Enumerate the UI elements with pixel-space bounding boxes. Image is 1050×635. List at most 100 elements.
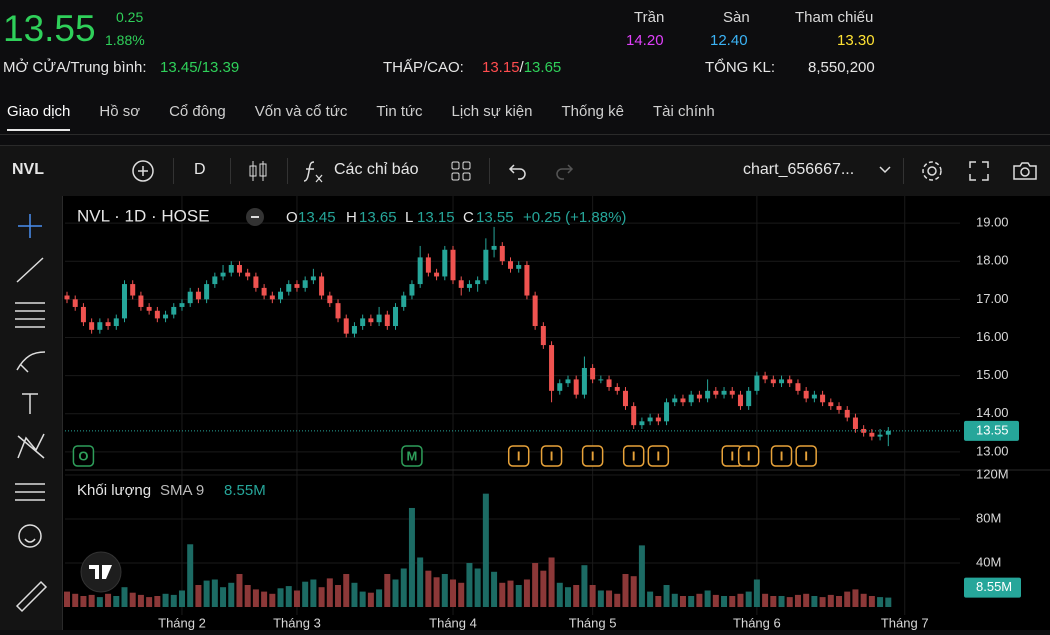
x-tick-label: Tháng 4	[429, 615, 477, 630]
change: 0.25	[116, 9, 144, 25]
event-label: I	[747, 448, 751, 463]
candle-body	[171, 306, 177, 315]
tab[interactable]: Tài chính	[653, 103, 715, 120]
emoji-tool[interactable]	[18, 524, 42, 548]
line-tool[interactable]	[16, 257, 44, 283]
low-high-label: THẤP/CAO:	[383, 59, 464, 76]
tab[interactable]: Tin tức	[376, 103, 423, 120]
candle-body	[343, 318, 349, 334]
tab[interactable]: Cổ đông	[169, 103, 226, 120]
volume-bar	[88, 594, 95, 607]
candle-body	[425, 257, 431, 273]
interval[interactable]: D	[194, 161, 206, 178]
tab[interactable]: Giao dịch	[7, 103, 71, 131]
volume-bar	[499, 582, 506, 607]
candle-body	[335, 303, 341, 319]
volume-bar	[187, 544, 194, 607]
redo-icon[interactable]	[552, 159, 576, 183]
undo-icon[interactable]	[506, 159, 530, 183]
volume-bar	[515, 584, 522, 607]
screenshot-icon[interactable]	[1010, 157, 1040, 185]
volume-bar	[737, 593, 744, 607]
volume-bar	[614, 593, 621, 607]
volume-bar	[548, 557, 555, 607]
volume-bar	[729, 595, 736, 607]
candle-icon[interactable]	[246, 158, 270, 184]
volume-bar	[170, 594, 177, 607]
volume-bar	[803, 593, 810, 607]
fullscreen-icon[interactable]	[966, 158, 992, 184]
volume-bar	[326, 578, 333, 607]
candle-body	[450, 249, 456, 281]
volume-bar	[252, 589, 259, 607]
volume-bar	[458, 582, 465, 607]
volume-bar	[220, 587, 227, 607]
volume-bar	[137, 594, 144, 607]
total-volume-label: TỔNG KL:	[705, 59, 776, 76]
pattern-tool[interactable]	[17, 433, 45, 459]
indicators[interactable]: Các chỉ báo	[334, 161, 419, 178]
event-marker	[72, 445, 95, 467]
volume-bar	[597, 590, 604, 607]
volume-bar	[195, 584, 202, 607]
volume-bar	[647, 591, 654, 607]
price: 13.55	[3, 8, 96, 49]
volume-bar	[96, 597, 103, 607]
ruler-tool[interactable]	[15, 580, 48, 613]
candle-body	[368, 318, 374, 323]
volume-bar	[129, 592, 136, 607]
volume-bar	[211, 579, 218, 607]
candle-body	[828, 402, 834, 407]
candle-body	[573, 379, 579, 395]
tab[interactable]: Vốn và cổ tức	[254, 103, 348, 120]
candle-body	[639, 421, 645, 426]
volume-bar	[811, 595, 818, 607]
layout-name[interactable]: chart_656667...	[743, 161, 855, 178]
legend-key: H	[346, 209, 357, 226]
candle-body	[294, 284, 300, 288]
event-label: I	[591, 448, 595, 463]
crosshair-tool[interactable]	[18, 214, 42, 238]
volume-bar	[392, 579, 399, 607]
layout-icon[interactable]	[449, 159, 473, 183]
volume-bar	[121, 587, 128, 607]
candle-body	[417, 257, 423, 285]
ceiling-label: Trần	[634, 9, 665, 26]
fib-tool[interactable]	[15, 302, 45, 328]
fx-icon[interactable]	[302, 158, 328, 186]
candle-body	[820, 394, 826, 403]
y-tick-label: 18.00	[976, 253, 1009, 268]
candle-body	[475, 280, 481, 285]
candle-body	[688, 394, 694, 403]
prediction-tool[interactable]	[15, 483, 45, 501]
candle-body	[762, 375, 768, 380]
dropdown-icon[interactable]	[878, 164, 892, 176]
brush-tool[interactable]	[16, 351, 46, 373]
volume-bar	[688, 595, 695, 607]
tab[interactable]: Lịch sự kiện	[451, 103, 533, 120]
settings-icon[interactable]	[918, 157, 946, 185]
tab[interactable]: Hồ sơ	[99, 103, 141, 120]
candle-body	[269, 295, 275, 300]
drawing-tools	[0, 196, 63, 630]
tab[interactable]: Thống kê	[561, 103, 625, 120]
event-marker	[795, 445, 817, 467]
add-icon[interactable]	[130, 158, 156, 184]
event-label: I	[804, 448, 808, 463]
symbol[interactable]: NVL	[12, 161, 44, 178]
separator: /	[519, 59, 524, 76]
volume-bar	[753, 579, 760, 607]
last-price-label: 13.55	[976, 422, 1009, 437]
volume-bar	[400, 568, 407, 607]
candle-body	[721, 390, 727, 395]
candle-body	[516, 265, 522, 269]
volume-bar	[507, 580, 514, 607]
event-label: I	[657, 448, 661, 463]
tabs: Giao dịch Hồ sơ Cổ đông Vốn và cổ tức Tin tứ…	[7, 103, 715, 131]
candle-body	[729, 390, 735, 395]
text-tool[interactable]	[22, 393, 38, 414]
volume-bar	[441, 573, 448, 607]
legend-value: 13.45	[298, 209, 336, 226]
candle-body	[113, 318, 119, 327]
volume-bar	[721, 595, 728, 607]
